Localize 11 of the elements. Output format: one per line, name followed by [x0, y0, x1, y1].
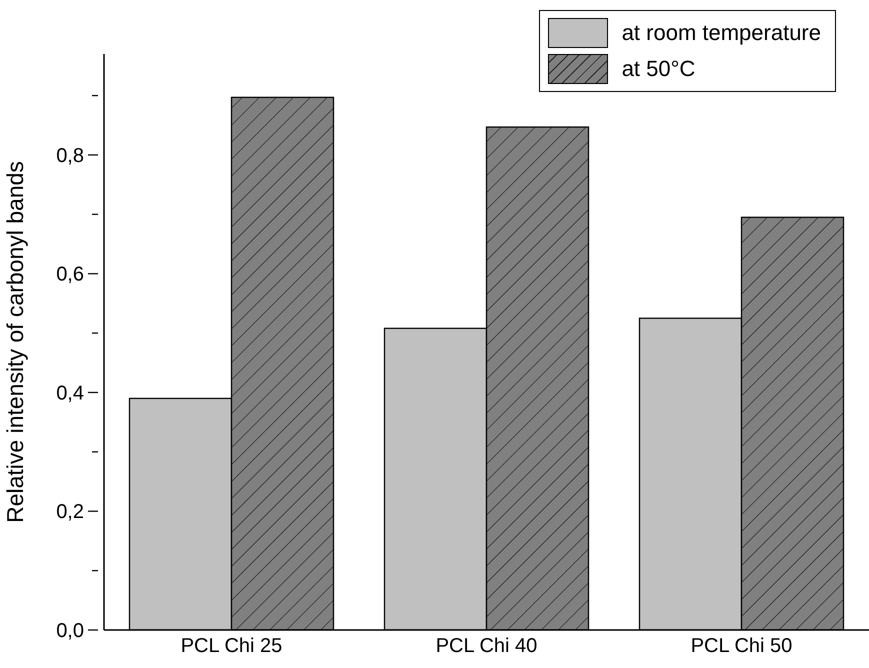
x-tick-label: PCL Chi 40 [436, 635, 538, 658]
x-tick-label: PCL Chi 25 [180, 635, 282, 658]
y-axis-title: Relative intensity of carbonyl bands [2, 161, 28, 523]
legend-label: at 50°C [622, 56, 696, 82]
y-tick-label: 0,6 [56, 264, 84, 286]
y-tick-label: 0,8 [56, 144, 84, 167]
legend-label: at room temperature [622, 20, 821, 46]
y-tick-label: 0,2 [56, 501, 84, 524]
y-tick-label: 0,4 [56, 382, 84, 404]
y-tick-label: 0,0 [56, 620, 84, 642]
x-tick-label: PCL Chi 50 [690, 635, 792, 658]
